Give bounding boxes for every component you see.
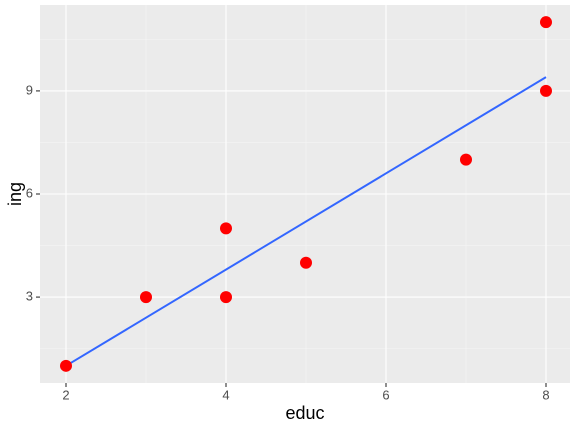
point [300,256,312,269]
point [140,291,152,304]
point [540,84,552,97]
x-tick-label: 8 [542,387,549,402]
point [220,291,232,304]
x-axis-title: educ [285,403,324,423]
point [540,16,552,29]
y-axis-title: ing [5,182,25,206]
y-tick-label: 9 [26,82,33,97]
x-tick-label: 2 [62,387,69,402]
x-tick-label: 4 [222,387,229,402]
point [220,222,232,235]
y-tick-label: 3 [26,289,33,304]
point [460,153,472,166]
fit-line [65,76,547,367]
point [60,359,72,372]
x-tick-label: 6 [382,387,389,402]
y-tick-label: 6 [26,185,33,200]
